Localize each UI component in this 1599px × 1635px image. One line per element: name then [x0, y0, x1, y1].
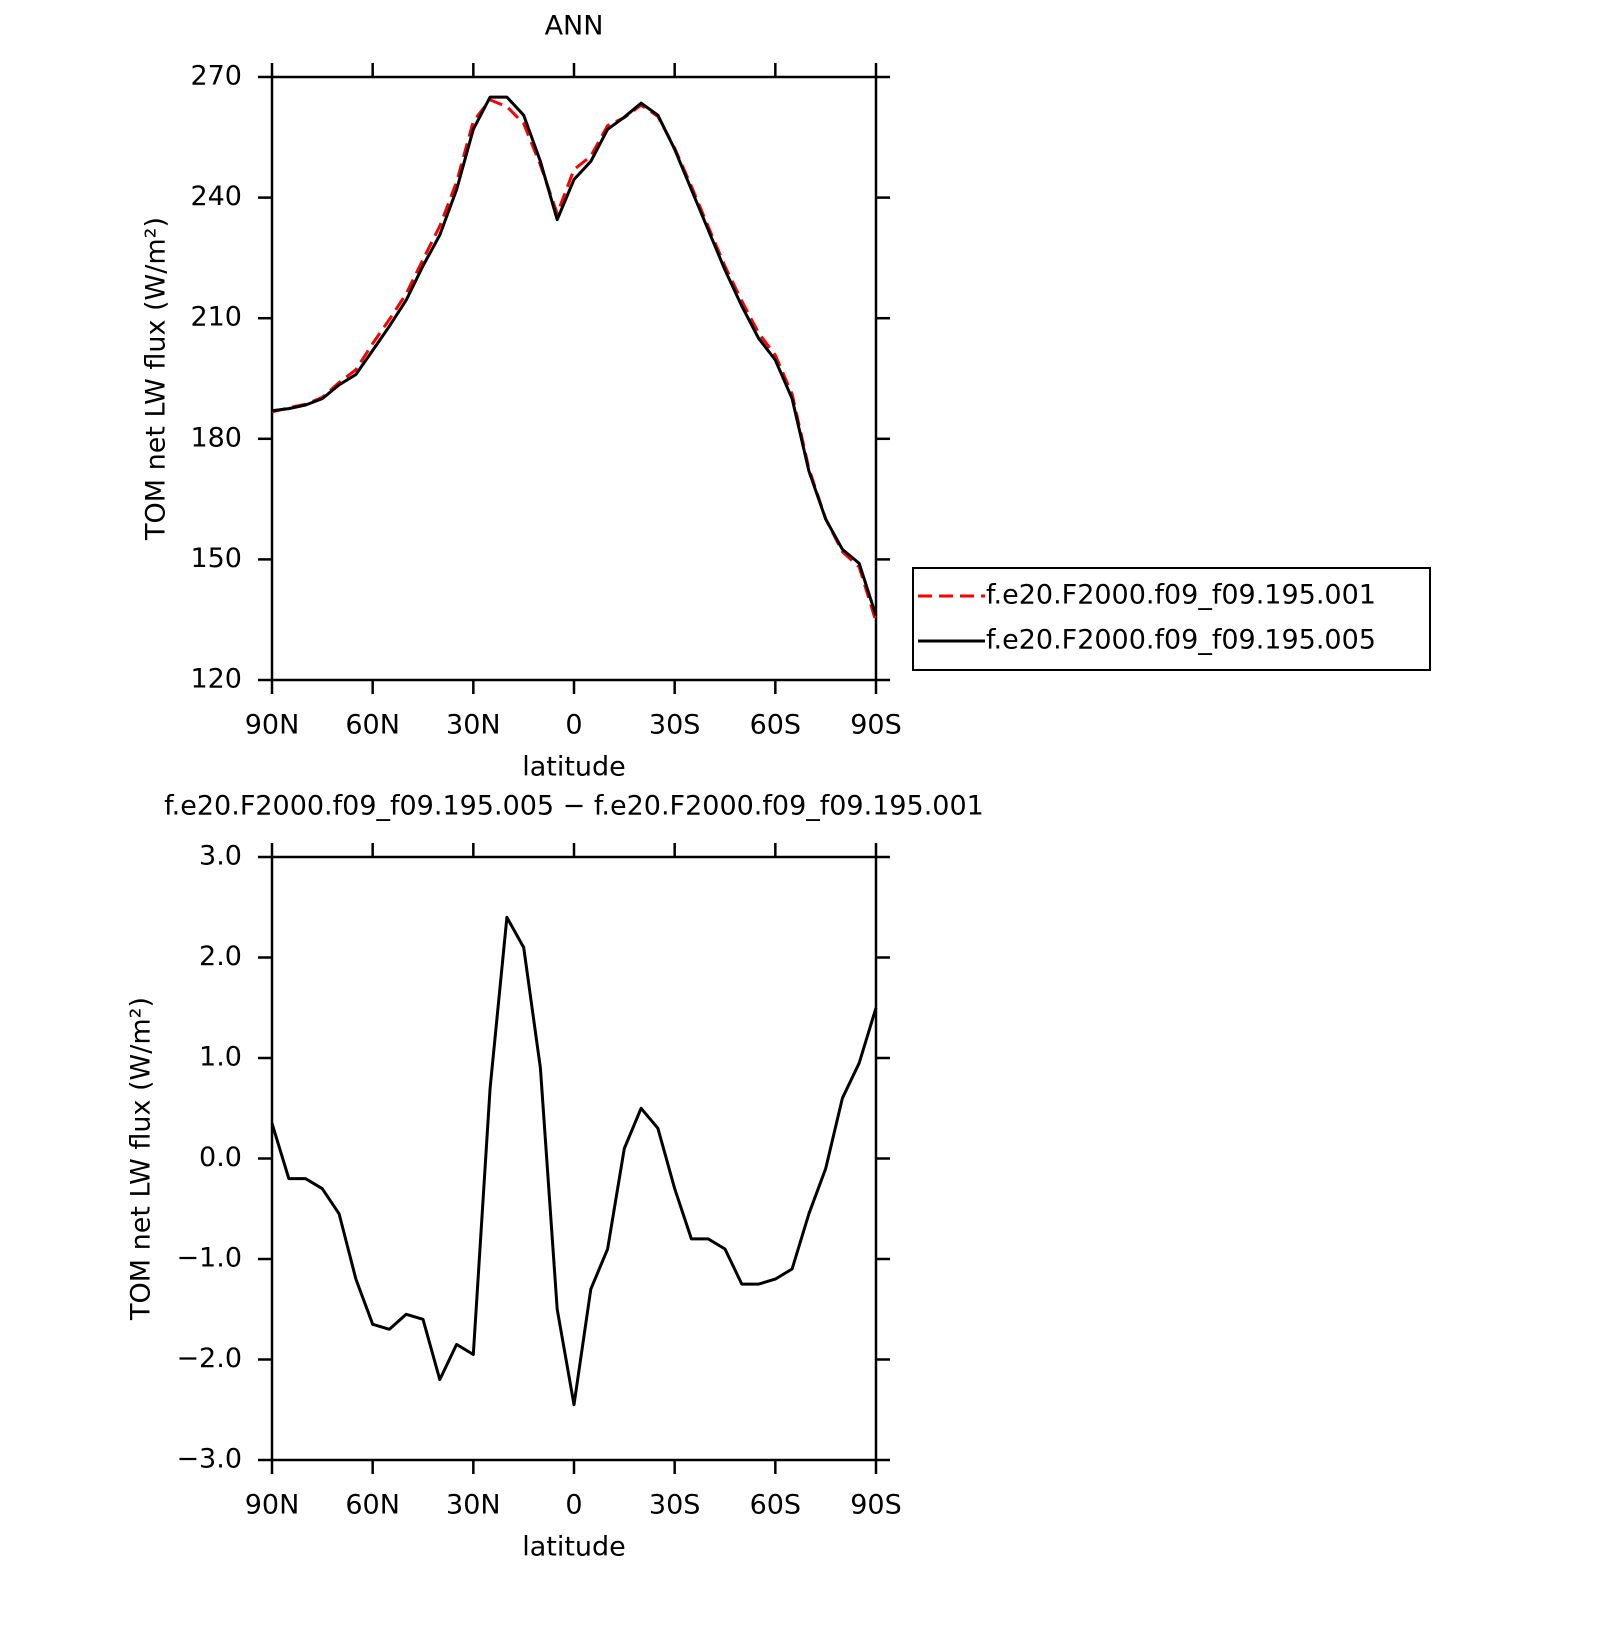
x-tick-label: 60N [345, 1490, 400, 1521]
x-tick-label: 0 [565, 710, 582, 741]
legend-box [912, 567, 1431, 671]
plot-frame [270, 855, 878, 1462]
x-axis-label: latitude [522, 752, 626, 783]
y-tick-label: −3.0 [176, 1444, 242, 1475]
x-tick-label: 90S [850, 710, 902, 741]
y-tick-label: 270 [190, 61, 242, 92]
x-tick-label: 60S [750, 1490, 802, 1521]
series-line [271, 95, 878, 617]
x-tick-label: 60S [750, 710, 802, 741]
y-tick-label: 1.0 [199, 1042, 242, 1073]
y-axis-label: TOM net LW flux (W/m²) [126, 997, 157, 1321]
x-tick-label: 90S [850, 1490, 902, 1521]
series-line [271, 98, 878, 623]
y-tick-label: −2.0 [176, 1343, 242, 1374]
y-tick-label: 210 [190, 302, 242, 333]
y-tick-label: 240 [190, 181, 242, 212]
y-tick-label: 150 [190, 543, 242, 574]
legend-label: f.e20.F2000.f09_f09.195.001 [986, 580, 1376, 611]
series-line [270, 915, 878, 1407]
x-tick-label: 0 [565, 1490, 582, 1521]
x-tick-label: 30S [649, 1490, 701, 1521]
x-tick-label: 30S [649, 710, 701, 741]
x-tick-label: 30N [446, 710, 501, 741]
y-tick-label: −1.0 [176, 1243, 242, 1274]
x-tick-label: 60N [345, 710, 400, 741]
chart-title: ANN [545, 11, 604, 42]
y-tick-label: 180 [190, 422, 242, 453]
y-axis-label: TOM net LW flux (W/m²) [141, 217, 172, 541]
x-tick-label: 90N [245, 1490, 300, 1521]
y-tick-label: 120 [190, 664, 242, 695]
y-tick-label: 0.0 [199, 1142, 242, 1173]
x-axis-label: latitude [522, 1532, 626, 1563]
x-tick-label: 30N [446, 1490, 501, 1521]
y-tick-label: 2.0 [199, 941, 242, 972]
chart-title: f.e20.F2000.f09_f09.195.005 − f.e20.F200… [164, 791, 984, 822]
x-tick-label: 90N [245, 710, 300, 741]
y-tick-label: 3.0 [199, 841, 242, 872]
legend-label: f.e20.F2000.f09_f09.195.005 [986, 625, 1376, 656]
